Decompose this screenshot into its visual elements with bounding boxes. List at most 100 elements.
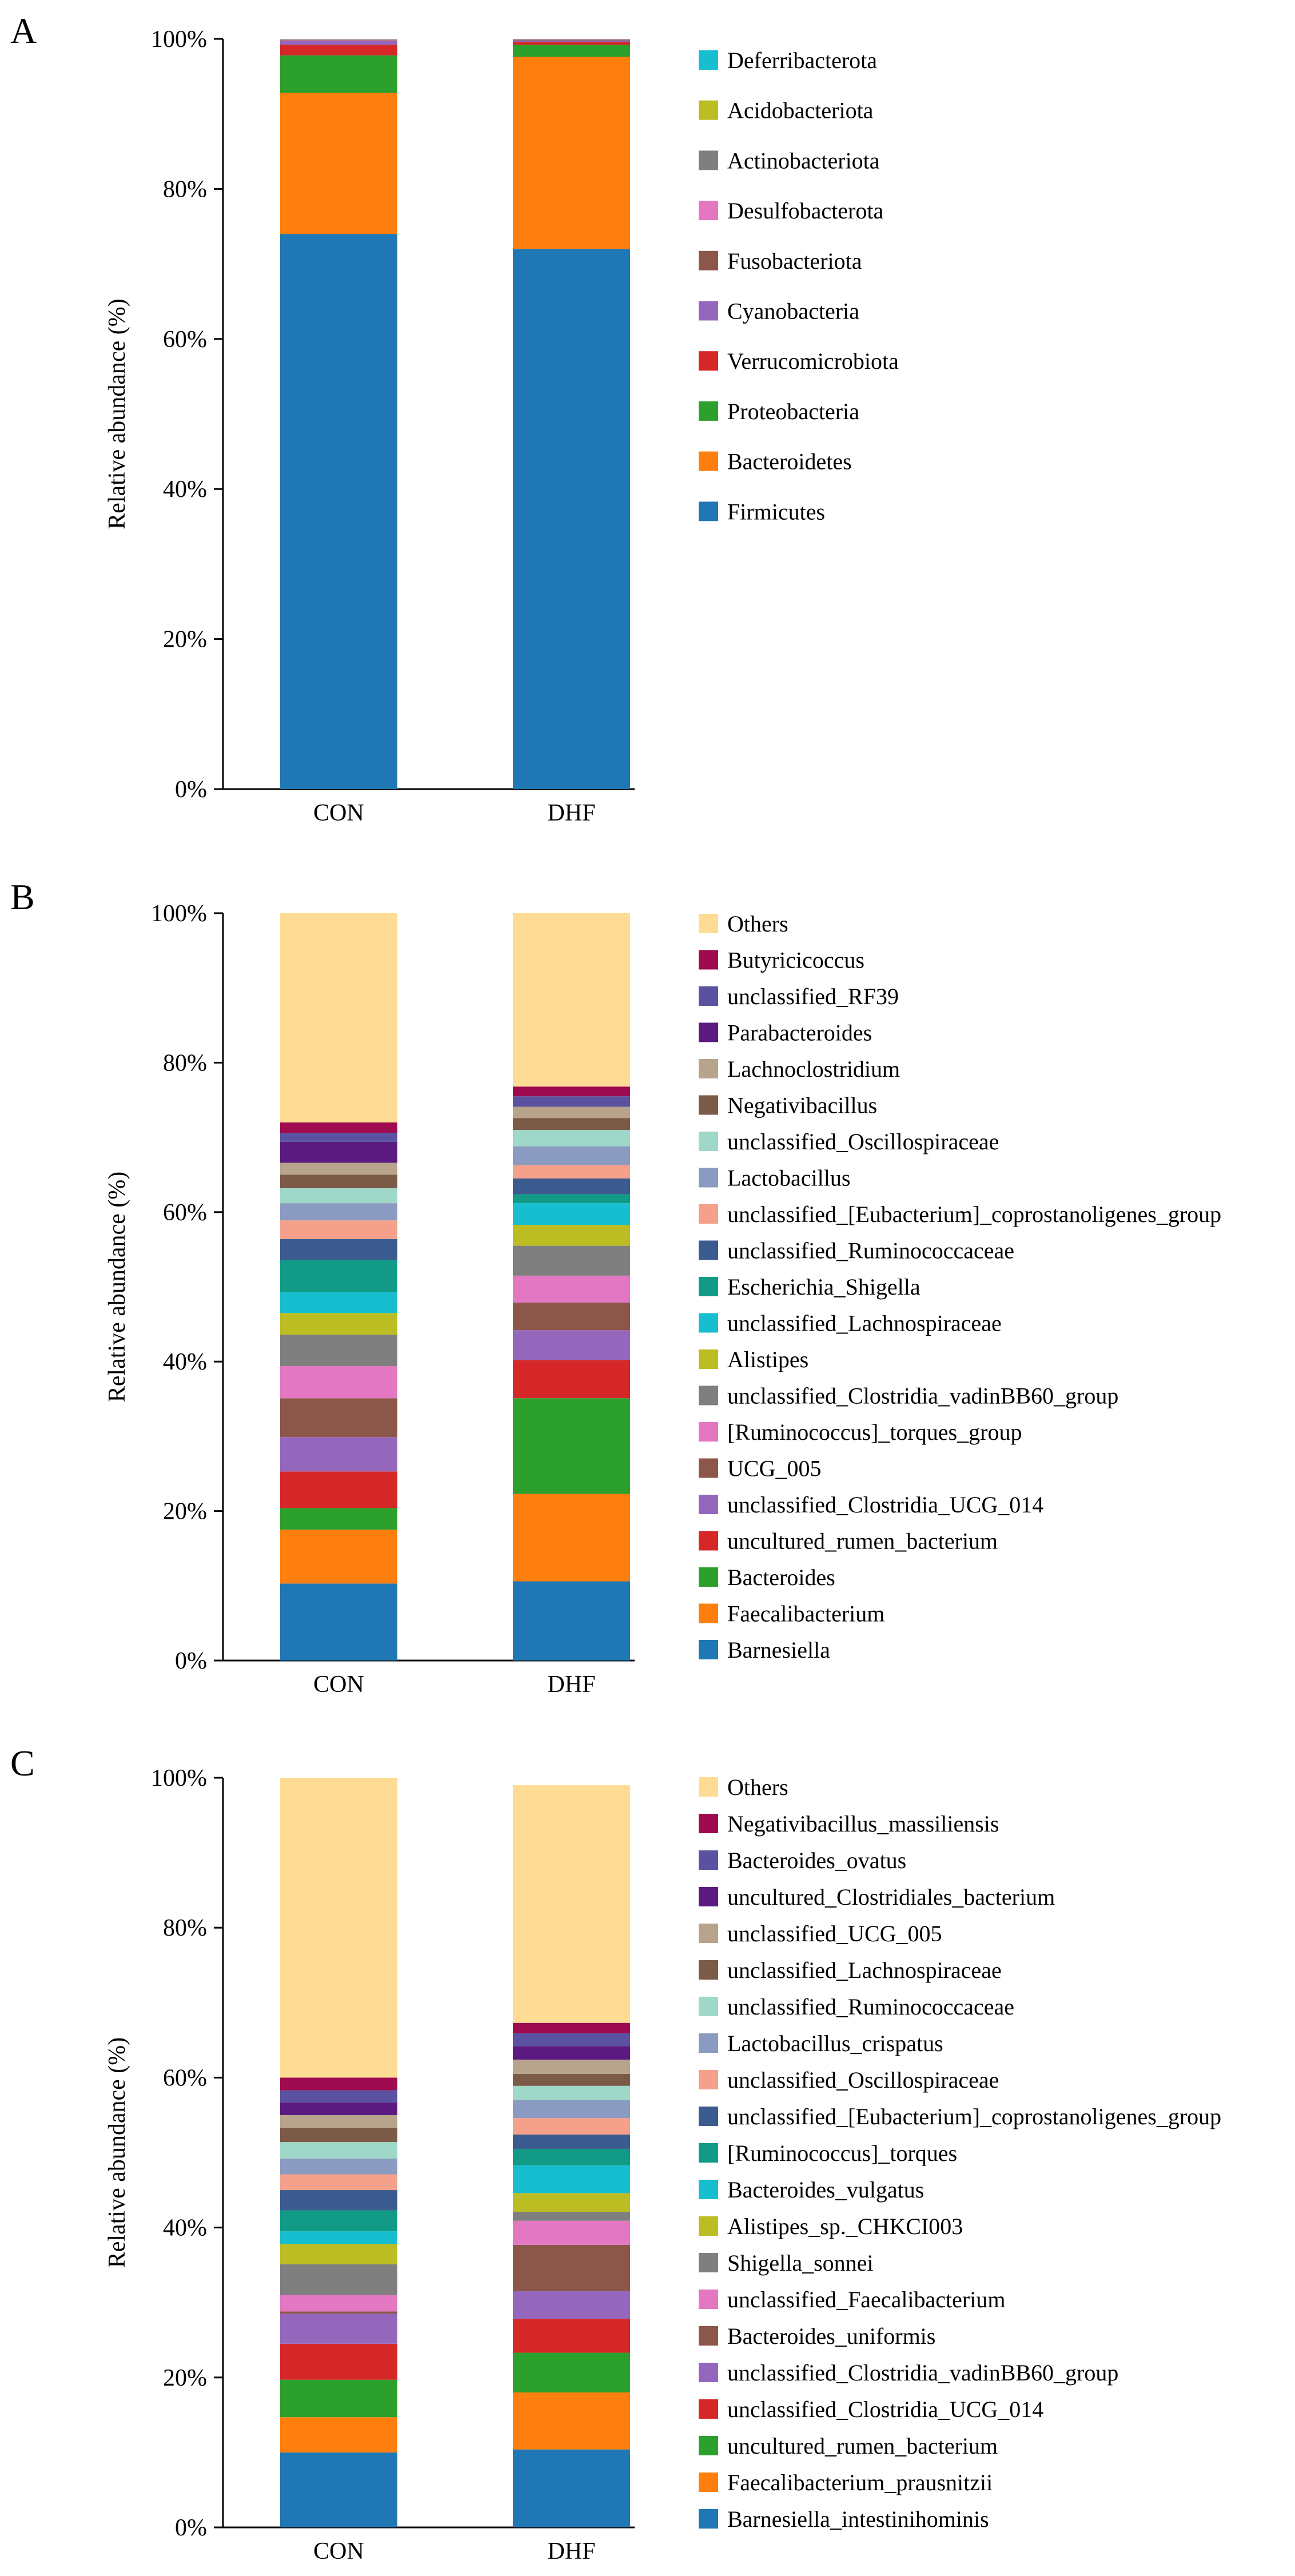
bar-segment-unclassified-lachnospiraceae — [513, 1203, 630, 1225]
bar-segment-shigella-sonnei — [513, 2212, 630, 2221]
bar-segment-negativibacillus-massiliensis — [280, 2077, 397, 2091]
bar-segment-lachnoclostridium — [513, 1106, 630, 1118]
legend-swatch — [699, 1924, 718, 1943]
y-tick-label: 60% — [163, 1200, 207, 1226]
bar-segment-others — [513, 913, 630, 1087]
panel-letter: A — [10, 10, 37, 51]
legend-swatch — [699, 1777, 718, 1797]
bar-segment-unclassified-clostridia-vadinbb60-group — [280, 1335, 397, 1367]
y-tick-label: 100% — [151, 26, 207, 53]
legend-label: [Ruminococcus]_torques_group — [727, 1419, 1022, 1445]
legend-swatch — [699, 2436, 718, 2455]
bar-segment-bacteroides — [280, 1508, 397, 1530]
bar-segment-desulfobacterota — [280, 39, 397, 41]
legend-swatch — [699, 2253, 718, 2272]
bar-segment-barnesiella-intestinihominis — [280, 2452, 397, 2527]
bar-segment-cyanobacteria — [513, 40, 630, 42]
x-category-label: CON — [313, 1671, 364, 1698]
bar-segment-escherichia-shigella — [513, 1194, 630, 1204]
y-tick-label: 80% — [163, 1915, 207, 1941]
legend-swatch — [699, 2363, 718, 2382]
bar-segment-negativibacillus — [280, 1174, 397, 1188]
legend-swatch — [699, 100, 718, 120]
bar-segment-bacteroides-uniformis — [280, 2311, 397, 2314]
legend-swatch — [699, 986, 718, 1006]
x-category-label: DHF — [547, 2538, 595, 2565]
y-axis-title: Relative abundance (%) — [104, 2037, 130, 2268]
bar-segment-negativibacillus-massiliensis — [513, 2022, 630, 2034]
legend-swatch — [699, 2509, 718, 2529]
legend-label: Parabacteroides — [727, 1020, 872, 1046]
bar-segment-firmicutes — [513, 249, 630, 789]
legend: Deferribacterota Acidobacteriota Actinobac… — [699, 47, 899, 524]
bar-segment-unclassified-lachnospiraceae — [280, 1292, 397, 1313]
bar-segment-escherichia-shigella — [280, 1260, 397, 1292]
legend-label: unclassified_Clostridia_UCG_014 — [727, 1492, 1043, 1518]
bar-segment-bacteroides-vulgatus — [280, 2231, 397, 2244]
bar-segment-faecalibacterium-prausnitzii — [513, 2392, 630, 2450]
bar-segment-uncultured-rumen-bacterium — [280, 2379, 397, 2418]
legend-label: Negativibacillus_massiliensis — [727, 1811, 999, 1837]
legend-label: unclassified_Ruminococcaceae — [727, 1994, 1014, 2020]
legend-label: Bacteroides_vulgatus — [727, 2177, 924, 2203]
legend-label: unclassified_Clostridia_vadinBB60_group — [727, 1383, 1118, 1409]
legend-label: Others — [727, 1774, 788, 1800]
bar-segment-uncultured-clostridiales-bacterium — [280, 2102, 397, 2115]
legend-label: unclassified_Clostridia_UCG_014 — [727, 2396, 1043, 2422]
bar-segment-unclassified-clostridia-ucg-014 — [513, 2319, 630, 2353]
bar-segment-proteobacteria — [280, 55, 397, 93]
legend-swatch — [699, 1997, 718, 2016]
bar-segment-unclassified-oscillospiraceae — [280, 1188, 397, 1204]
legend-swatch — [699, 150, 718, 170]
legend-swatch — [699, 2399, 718, 2419]
bar-segment-others — [513, 1785, 630, 2023]
bar-segment--ruminococcus-torques-group — [513, 1275, 630, 1303]
legend-swatch — [699, 2033, 718, 2053]
bar-segment-barnesiella-intestinihominis — [513, 2449, 630, 2527]
panel-letter: C — [10, 1743, 35, 1783]
bar-segment-butyricicoccus — [280, 1122, 397, 1133]
bar-segment-unclassified-eubacterium-coprostanoligenes-group — [280, 1220, 397, 1239]
bar-segment-unclassified-oscillospiraceae — [280, 2174, 397, 2191]
legend-label: Barnesiella_intestinihominis — [727, 2506, 989, 2532]
bar-segment-unclassified-ucg-005 — [513, 2059, 630, 2074]
bar-segment-unclassified-oscillospiraceae — [513, 1130, 630, 1146]
legend-label: unclassified_Clostridia_vadinBB60_group — [727, 2360, 1118, 2386]
legend-swatch — [699, 1204, 718, 1224]
legend-label: Faecalibacterium_prausnitzii — [727, 2470, 993, 2495]
legend-label: Lachnoclostridium — [727, 1056, 900, 1082]
bar-segment-unclassified-ruminococcaceae — [280, 1239, 397, 1260]
bar-segment-unclassified-clostridia-vadinbb60-group — [513, 2291, 630, 2319]
bar-segment-unclassified-clostridia-vadinbb60-group — [513, 1245, 630, 1276]
legend-label: unclassified_[Eubacterium]_coprostanolig… — [727, 1201, 1221, 1227]
bar-segment-shigella-sonnei — [280, 2264, 397, 2295]
bar-segment-lactobacillus — [280, 1203, 397, 1221]
legend: Others Butyricicoccus unclassified_RF39 Par… — [699, 911, 1221, 1663]
legend-swatch — [699, 1240, 718, 1260]
legend-label: Alistipes_sp._CHKCI003 — [727, 2213, 963, 2239]
y-tick-label: 0% — [175, 777, 207, 803]
legend-swatch — [699, 1168, 718, 1188]
bar-segment-desulfobacterota — [513, 39, 630, 40]
legend-label: Lactobacillus_crispatus — [727, 2030, 943, 2056]
legend-label: Bacteroidetes — [727, 449, 852, 475]
bar-segment-unclassified-ruminococcaceae — [513, 2085, 630, 2100]
legend-swatch — [699, 950, 718, 970]
legend-swatch — [699, 2070, 718, 2089]
bar-segment-others — [280, 1778, 397, 2078]
legend-swatch — [699, 1422, 718, 1442]
legend-label: unclassified_Lachnospiraceae — [727, 1311, 1002, 1336]
legend-swatch — [699, 2326, 718, 2346]
bar-segment-uncultured-clostridiales-bacterium — [513, 2046, 630, 2060]
y-tick-label: 40% — [163, 1349, 207, 1375]
bar-segment-faecalibacterium — [513, 1494, 630, 1582]
y-tick-label: 80% — [163, 1050, 207, 1076]
legend-swatch — [699, 351, 718, 371]
legend-label: Alistipes — [727, 1347, 808, 1372]
legend-label: Shigella_sonnei — [727, 2250, 874, 2276]
legend-label: unclassified_Ruminococcaceae — [727, 1238, 1014, 1264]
bar-segment-uncultured-rumen-bacterium — [280, 1471, 397, 1508]
legend-label: unclassified_Oscillospiraceae — [727, 1129, 999, 1154]
legend-swatch — [699, 1349, 718, 1369]
bar-segment-lactobacillus-crispatus — [280, 2158, 397, 2175]
